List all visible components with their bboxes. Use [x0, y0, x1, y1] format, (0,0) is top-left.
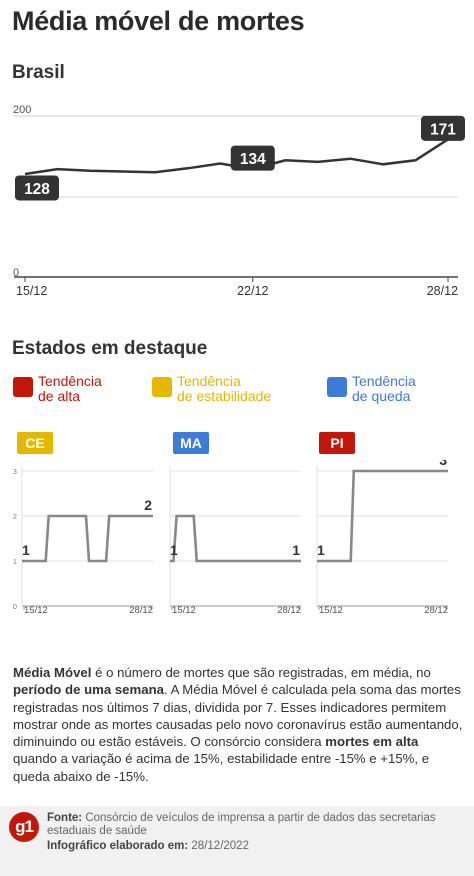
data-label-box — [15, 175, 59, 201]
legend-item-alta: Tendência de alta — [13, 374, 153, 410]
data-label: 3 — [439, 460, 447, 468]
note-term: período de uma semana — [13, 682, 164, 698]
data-labels: 128 134 171 — [15, 115, 465, 201]
x-tick-label: 28/12 — [129, 605, 153, 616]
data-label: 1 — [292, 542, 300, 558]
legend-swatch — [13, 377, 33, 397]
g1-logo: g1 — [9, 812, 39, 842]
state-chart-ce: 1 2 15/12 28/12 — [21, 466, 153, 616]
y-tick-label: 200 — [13, 104, 31, 116]
x-axis-ticks: 15/12 22/12 28/12 — [16, 277, 458, 298]
legend-item-queda: Tendência de queda — [327, 374, 467, 410]
legend-label: Tendência de alta — [38, 373, 102, 404]
data-label: 2 — [144, 497, 152, 513]
note-text: . A Média Móvel é calculada pela soma da… — [13, 682, 463, 750]
note-term: mortes em alta — [325, 734, 419, 750]
x-tick-label: 28/12 — [424, 605, 448, 616]
data-label: 134 — [240, 151, 266, 168]
legend-item-estabilidade: Tendência de estabilidade — [152, 374, 312, 410]
legend-swatch — [327, 377, 347, 397]
state-chart-pi: 1 3 15/12 28/12 — [316, 460, 448, 616]
x-tick-label: 15/12 — [24, 605, 48, 616]
series-line — [317, 469, 448, 563]
state-badge-pi: PI — [319, 432, 355, 454]
footer: g1 Fonte: Consórcio de veículos de impre… — [0, 806, 474, 876]
data-label-box — [230, 145, 275, 171]
made-label: Infográfico elaborado em: — [47, 840, 189, 852]
made-value: 28/12/2022 — [188, 840, 249, 852]
x-tick-label: 28/12 — [427, 284, 458, 298]
series-line — [170, 514, 301, 563]
chart-subtitle: Brasil — [12, 62, 65, 83]
data-label: 1 — [22, 542, 30, 558]
x-tick-label: 15/12 — [172, 605, 196, 616]
state-badge-ma: MA — [173, 432, 209, 454]
x-tick-label: 22/12 — [237, 284, 268, 298]
data-label: 171 — [430, 121, 456, 138]
page-title: Média móvel de mortes — [12, 6, 305, 36]
data-label: 1 — [317, 542, 325, 558]
series-line — [22, 514, 153, 563]
x-tick-label: 15/12 — [319, 605, 343, 616]
source-value: Consórcio de veículos de imprensa a part… — [47, 812, 436, 837]
y-tick-label: 1 — [13, 559, 17, 566]
note-text: é o número de mortes que são registradas… — [91, 665, 431, 680]
legend-swatch — [152, 377, 172, 397]
x-tick-label: 15/12 — [16, 284, 47, 298]
data-label: 1 — [170, 542, 178, 558]
note-term: Média Móvel — [13, 665, 92, 680]
state-chart-ma: 1 1 15/12 28/12 — [169, 466, 301, 616]
legend-label: Tendência de queda — [352, 373, 416, 404]
data-label: 128 — [24, 181, 50, 198]
data-label-box — [421, 115, 465, 141]
note-text: quando a variação é acima de 15%, estabi… — [13, 751, 430, 784]
y-axis-ticks-ce: 3 2 1 0 — [13, 469, 17, 611]
section-heading: Estados em destaque — [12, 338, 208, 359]
source-text: Fonte: Consórcio de veículos de imprensa… — [47, 812, 457, 837]
y-tick-label: 0 — [13, 267, 19, 279]
made-date-text: Infográfico elaborado em: 28/12/2022 — [47, 840, 249, 852]
y-tick-label: 2 — [13, 514, 17, 521]
state-badge-ce: CE — [17, 432, 53, 454]
main-line-chart: 200 0 15/12 22/12 28/12 128 134 171 — [13, 104, 465, 298]
source-label: Fonte: — [47, 812, 83, 824]
x-tick-label: 28/12 — [277, 605, 301, 616]
methodology-note: Média Móvel é o número de mortes que são… — [13, 664, 463, 785]
y-tick-label: 3 — [13, 469, 17, 476]
y-tick-label: 0 — [13, 604, 17, 611]
legend-label: Tendência de estabilidade — [177, 373, 272, 404]
